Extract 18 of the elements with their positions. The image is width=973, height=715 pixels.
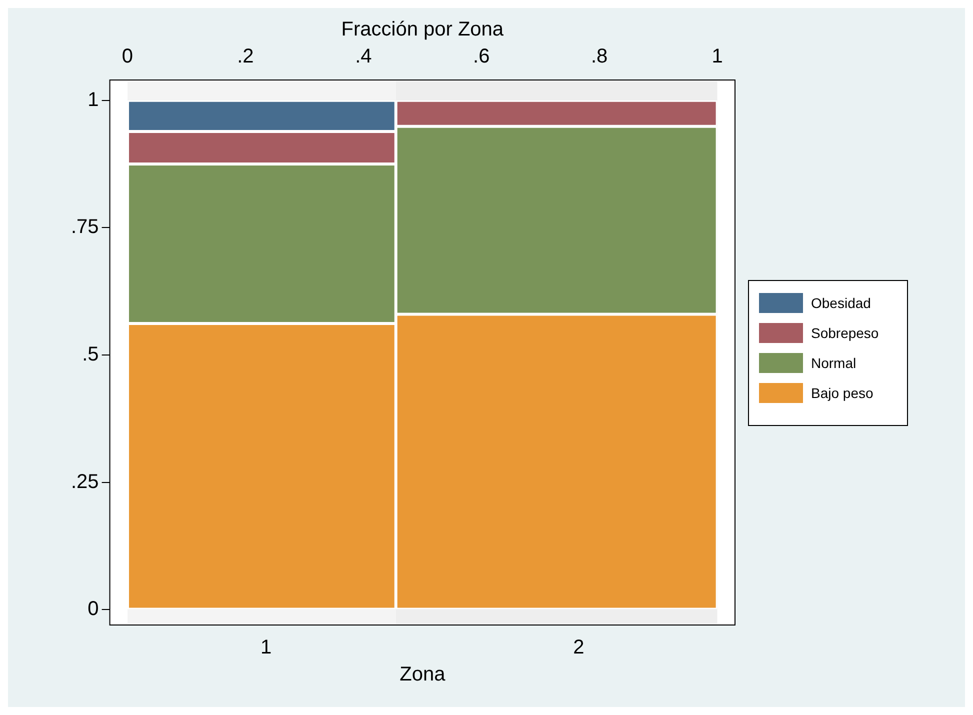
y-tick-label: .5 [82,344,99,366]
x2-tick-label: .2 [237,46,254,68]
legend-label: Obesidad [811,295,871,311]
x2-tick-label: 1 [712,46,723,68]
x-tick-label: 2 [573,636,584,659]
y-tick-label: .25 [70,470,99,493]
legend-label: Normal [811,355,856,371]
x2-tick-label: .8 [591,46,608,68]
x-axis-title: Zona [400,664,446,686]
x2-tick-label: .6 [473,46,490,68]
y-tick-label: 1 [88,88,99,111]
y-tick-label: .75 [70,216,99,238]
x2-tick-label: 0 [122,46,134,68]
x2-axis-title: Fracción por Zona [341,18,504,41]
x2-tick-label: .4 [355,46,372,68]
legend-label: Bajo peso [811,385,874,401]
y-tick-label: 0 [88,598,99,620]
legend-label: Sobrepeso [811,325,879,341]
